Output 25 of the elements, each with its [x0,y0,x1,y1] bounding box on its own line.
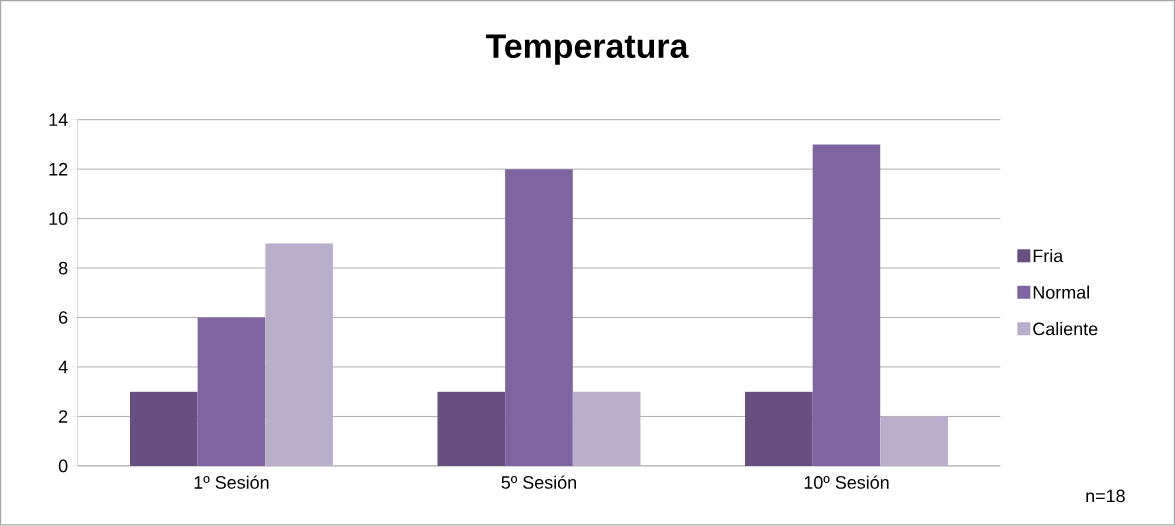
text: n=18 [1086,489,1125,503]
bar [505,169,573,467]
legend-label: Normal [1033,285,1089,299]
y-tick-label: 12 [49,163,68,176]
bar [745,391,813,467]
bar [265,243,333,467]
y-tick-label: 2 [59,410,68,423]
x-tick-label: 5º Sesión [501,475,576,490]
bar [437,391,506,467]
y-tick-label: 14 [49,113,68,127]
legend-label: Caliente [1033,322,1098,336]
y-tick-label: 6 [59,311,68,325]
y-tick-label: 10 [49,212,68,226]
bar [880,416,949,467]
x-tick-label: 10º Sesión [804,475,889,490]
legend-label: Fria [1033,249,1064,263]
x-tick-label: 1º Sesión [194,475,269,490]
bar [129,391,198,467]
y-tick-label: 8 [58,261,68,275]
bar [812,144,881,467]
y-tick-label: 4 [58,361,68,374]
bar [572,391,641,467]
y-tick-label: 0 [58,459,68,473]
bar [197,317,266,467]
chart-title: Temperatura [485,34,689,66]
